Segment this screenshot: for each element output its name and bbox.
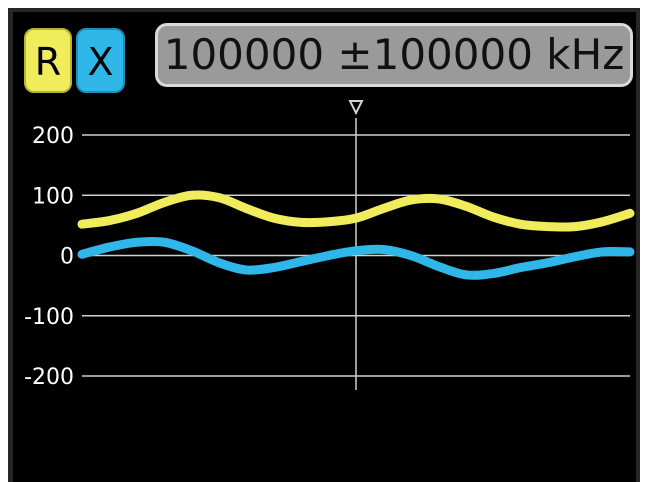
y-tick-label: -200 [24, 365, 74, 390]
trace-r [77, 190, 635, 232]
triangle-down-icon[interactable] [348, 100, 364, 116]
legend-r-badge[interactable]: R [24, 28, 72, 93]
trace-x [77, 236, 635, 280]
frequency-readout[interactable]: 100000 ±100000 kHz [155, 23, 633, 87]
y-tick-label: 0 [60, 245, 74, 270]
y-tick-label: 100 [32, 184, 74, 209]
legend-x-badge[interactable]: X [76, 28, 125, 93]
y-tick-label: -100 [24, 305, 74, 330]
y-axis-labels: 200 100 0 -100 -200 [24, 124, 74, 390]
y-tick-label: 200 [32, 124, 74, 149]
